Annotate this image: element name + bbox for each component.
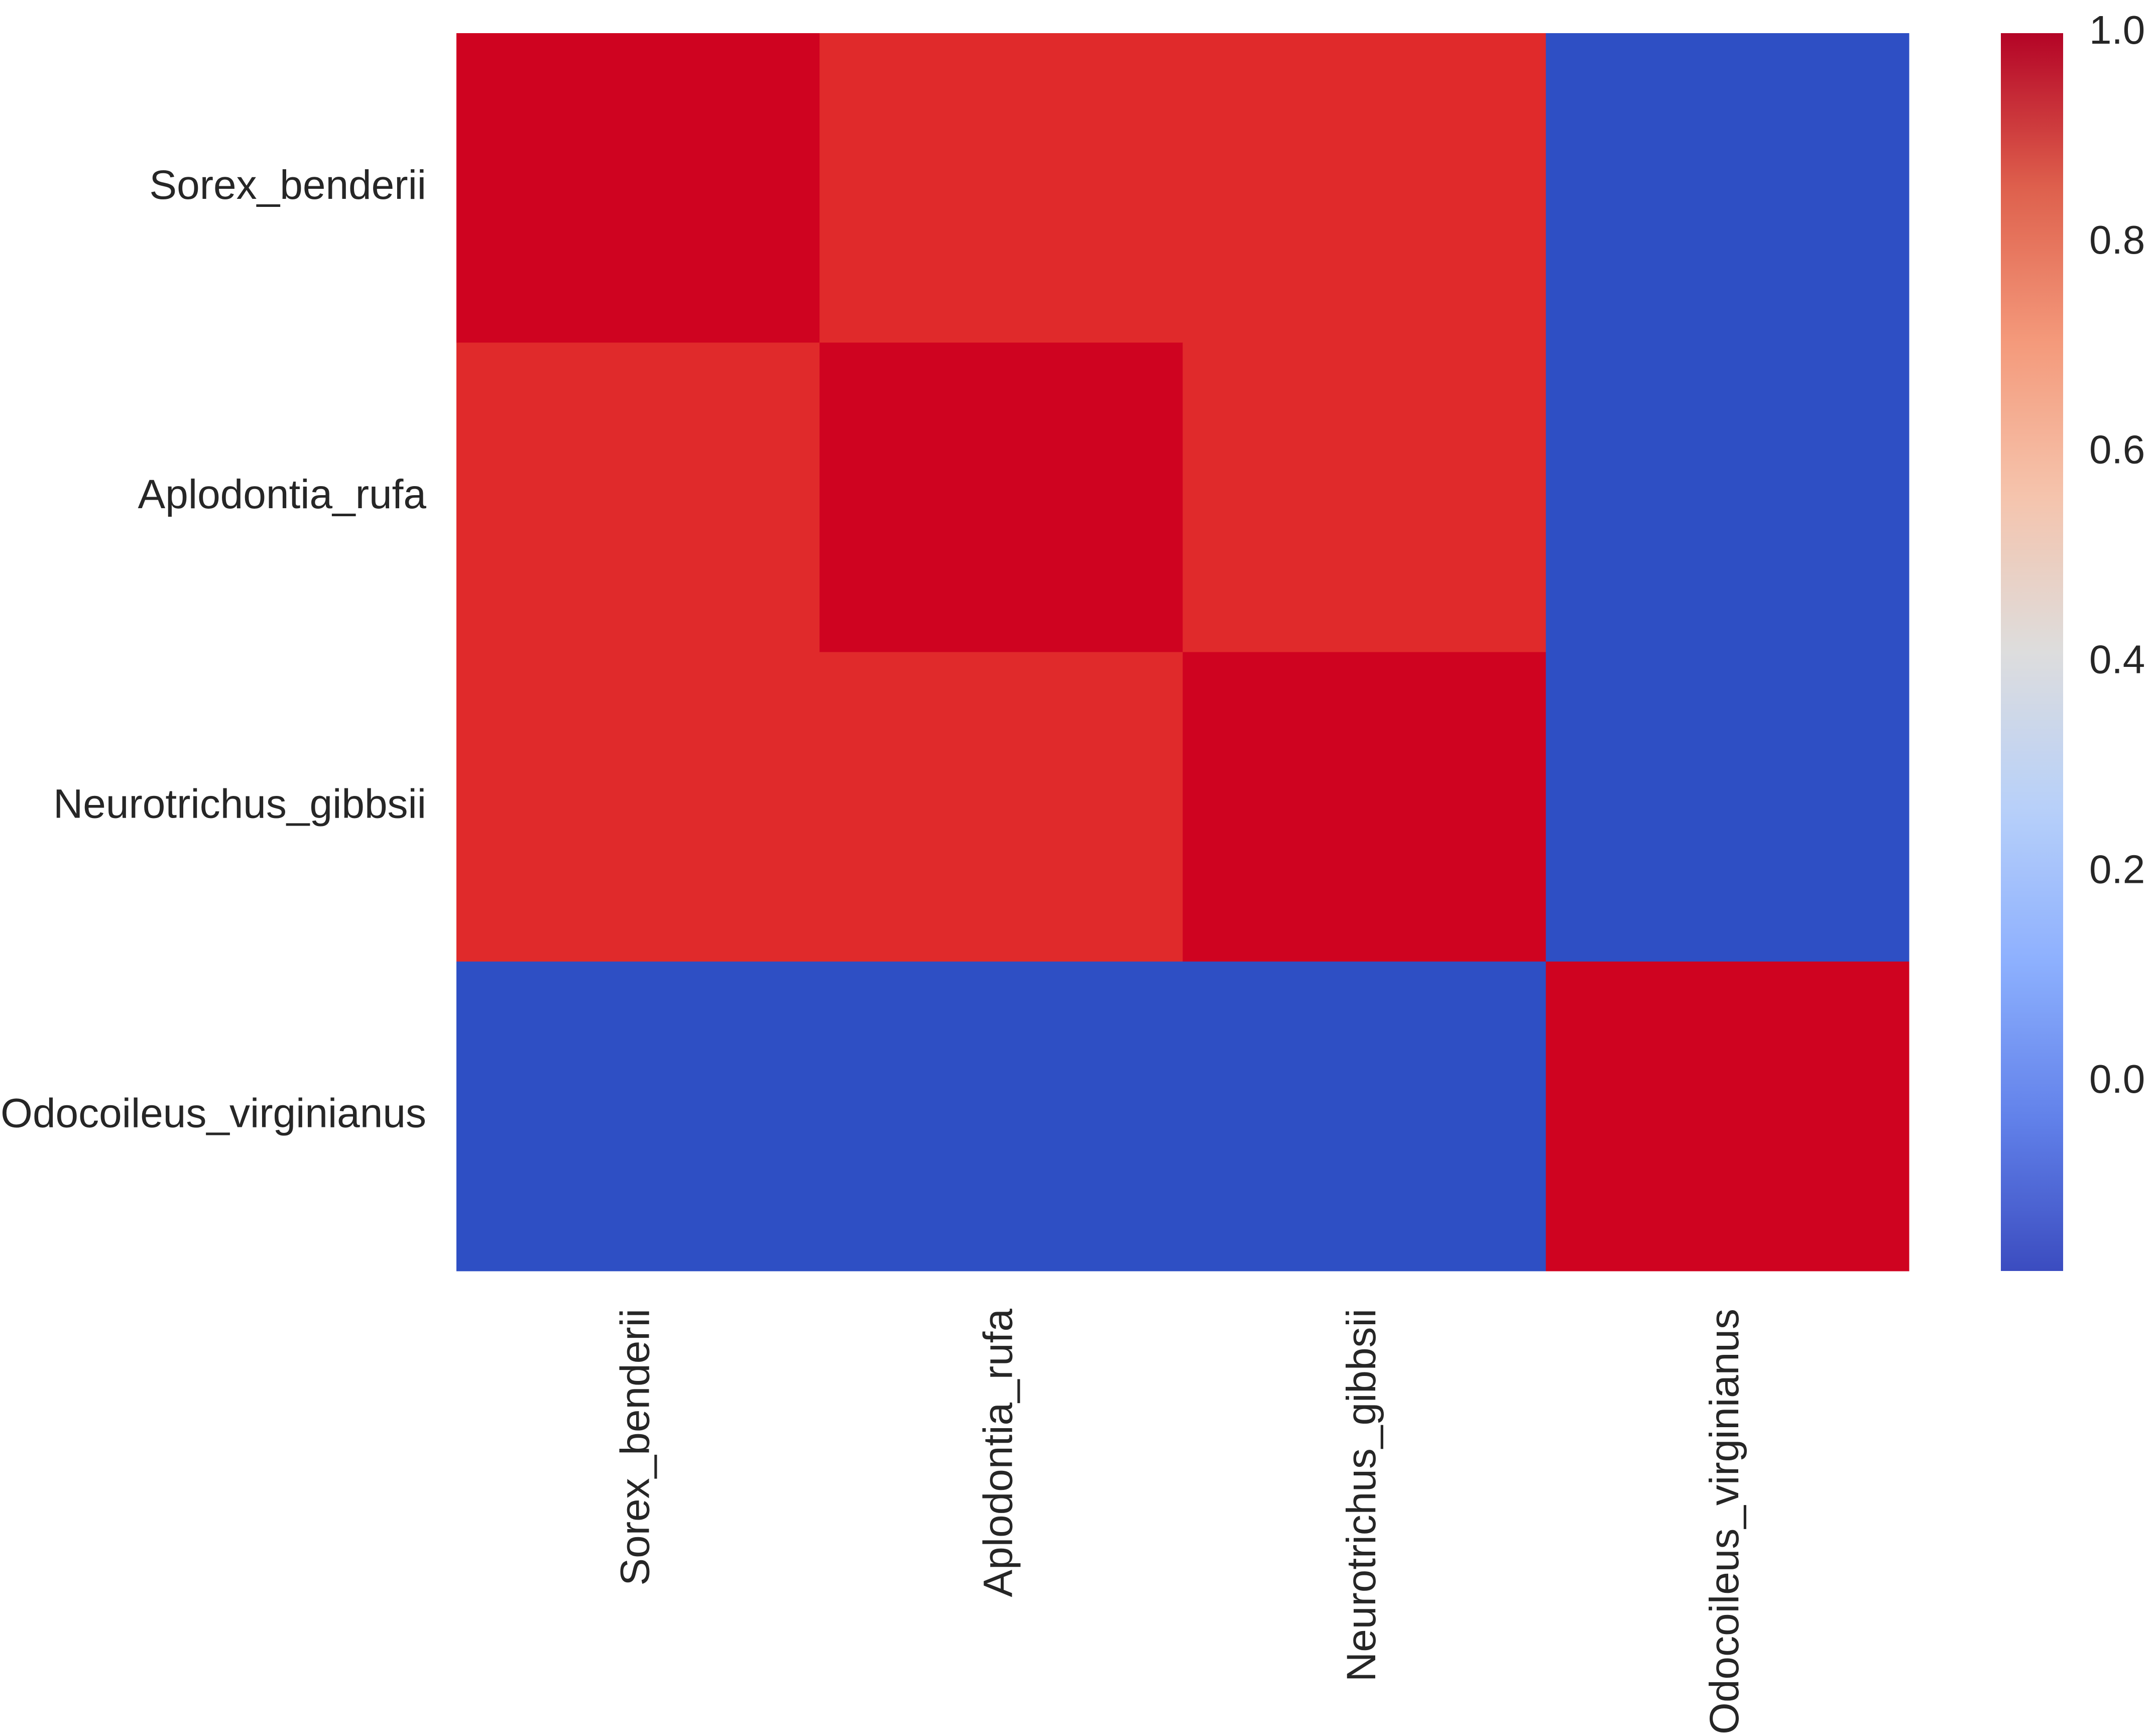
colorbar-tick-label: 0.2 xyxy=(2089,847,2145,891)
heatmap-cell xyxy=(1182,33,1546,343)
heatmap-cell xyxy=(456,33,820,343)
heatmap-cell xyxy=(1182,342,1546,652)
heatmap-cell xyxy=(819,342,1183,652)
heatmap-cell xyxy=(1545,652,1909,962)
heatmap-cell xyxy=(819,961,1183,1271)
colorbar-tick-label: 0.0 xyxy=(2089,1057,2145,1101)
column-label: Neurotrichus_gibbsii xyxy=(1339,1309,1384,1682)
heatmap-cell xyxy=(456,961,820,1271)
heatmap-cell xyxy=(456,342,820,652)
row-label: Sorex_benderii xyxy=(149,162,426,208)
colorbar-tick-label: 0.4 xyxy=(2089,637,2145,682)
heatmap-cell xyxy=(819,33,1183,343)
colorbar-tick-label: 0.8 xyxy=(2089,217,2145,262)
heatmap-cell xyxy=(1545,342,1909,652)
colorbar-tick-label: 1.0 xyxy=(2089,8,2145,52)
colorbar-tick-label: 0.6 xyxy=(2089,427,2145,472)
heatmap-cell xyxy=(456,652,820,962)
colorbar-gradient xyxy=(2001,33,2063,1271)
heatmap-cell xyxy=(1182,652,1546,962)
heatmap-cell xyxy=(1182,961,1546,1271)
heatmap-cell xyxy=(1545,33,1909,343)
colorbar: 0.0 0.2 0.4 0.6 0.8 1.0 xyxy=(2001,8,2145,1271)
column-label: Aplodontia_rufa xyxy=(976,1309,1021,1597)
colorbar-ticks: 0.0 0.2 0.4 0.6 0.8 1.0 xyxy=(2089,8,2145,1101)
row-label: Aplodontia_rufa xyxy=(138,472,427,517)
column-label: Sorex_benderii xyxy=(612,1309,658,1586)
heatmap-cell xyxy=(819,652,1183,962)
row-label: Odocoileus_virginianus xyxy=(1,1091,426,1136)
column-label: Odocoileus_virginianus xyxy=(1702,1309,1747,1733)
heatmap-cells xyxy=(456,33,1909,1271)
row-labels: Sorex_benderii Aplodontia_rufa Neurotrichu… xyxy=(1,162,426,1136)
heatmap-cell xyxy=(1545,961,1909,1271)
row-label: Neurotrichus_gibbsii xyxy=(53,781,426,827)
column-labels: Sorex_benderii Aplodontia_rufa Neurotrichu… xyxy=(612,1309,1747,1734)
